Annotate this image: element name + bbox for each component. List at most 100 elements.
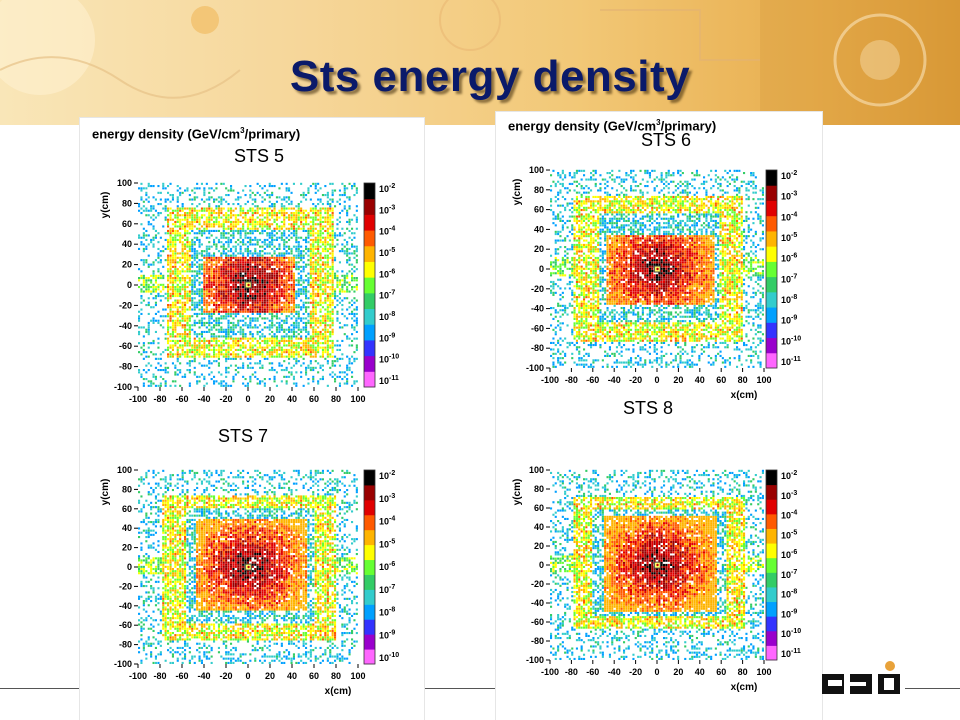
colorbar-swatch [364,529,375,546]
x-tick-label: -100 [541,667,559,677]
colorbar-tick-label: 10-7 [379,584,395,595]
x-tick-label: 100 [350,671,365,681]
y-tick-label: 20 [534,541,544,551]
x-tick-label: -20 [629,375,642,385]
y-tick-label: -80 [119,362,132,372]
x-tick-label: -60 [586,375,599,385]
colorbar-swatch [766,557,777,573]
colorbar-tick-label: 10-8 [781,294,797,305]
x-tick-label: 60 [309,394,319,404]
colorbar-tick-label: 10-4 [781,510,797,521]
density-field [138,469,358,664]
x-tick-label: 40 [287,394,297,404]
density-field [550,469,764,660]
colorbar-swatch [364,514,375,531]
y-tick-label: 80 [534,484,544,494]
x-tick-label: 20 [673,375,683,385]
heading-superscript: 3 [240,126,245,135]
y-tick-label: -60 [531,617,544,627]
colorbar: 10-2 10-3 10-4 10-5 10-6 10-7 10-8 10-9 10-10 [363,469,399,665]
colorbar-tick-label: 10-10 [781,335,801,346]
y-tick-label: 0 [127,562,132,572]
y-tick-label: 0 [539,264,544,274]
colorbar-swatch [364,308,375,325]
colorbar: 10-2 10-3 10-4 10-5 10-6 10-7 10-8 10-9 10-10 10-… [765,469,801,661]
x-tick-label: -40 [608,375,621,385]
y-tick-label: 100 [117,178,132,188]
colorbar-swatch [766,291,777,308]
colorbar-swatch [766,185,777,201]
y-tick-label: -40 [531,598,544,608]
colorbar-swatch [766,352,777,369]
colorbar-tick-label: 10-5 [781,529,797,540]
heading-tail: /primary) [660,118,717,134]
y-tick-label: 20 [534,244,544,254]
heatmap-sts-5: -100 -80 -60 -40 -20 0 20 40 60 80 100 100 80 60 40 20 0… [100,178,399,404]
x-tick-label: -20 [629,667,642,677]
colorbar-swatch [364,634,375,650]
colorbar-swatch [766,630,777,646]
colorbar-swatch [364,198,375,215]
colorbar-swatch [364,277,375,294]
heading-tail: /primary) [244,126,301,142]
x-tick-label: -80 [153,671,166,681]
colorbar-swatch [766,200,777,217]
x-tick-label: -60 [175,394,188,404]
x-tick-label: -100 [129,394,147,404]
y-tick-label: 60 [534,503,544,513]
colorbar-tick-label: 10-5 [379,247,395,258]
right-panel-heading: energy density (GeV/cm3/primary) [508,118,716,133]
y-tick-label: -40 [119,601,132,611]
colorbar-tick-label: 10-4 [781,211,797,222]
colorbar-swatch [364,559,375,575]
y-tick-label: 40 [534,224,544,234]
colorbar-tick-label: 10-2 [379,470,395,481]
heatmap-sts-8: -100 -80 -60 -40 -20 0 20 40 60 80 100 100 80 60 40 20 0… [512,465,801,693]
colorbar-tick-label: 10-11 [781,648,801,659]
y-tick-label: -100 [526,655,544,665]
footer-line-left [0,688,80,689]
left-panel-heading: energy density (GeV/cm3/primary) [92,126,300,141]
colorbar-tick-label: 10-5 [781,232,797,243]
y-tick-label: -80 [531,343,544,353]
y-tick-label: -20 [119,300,132,310]
colorbar-swatch [364,604,375,620]
colorbar-tick-label: 10-8 [379,311,395,322]
footer-line-right [905,688,960,689]
colorbar-swatch [766,230,777,247]
colorbar-swatch [766,470,777,486]
colorbar-swatch [766,215,777,232]
y-tick-label: -40 [119,321,132,331]
heatmap-sts-7: -100 -80 -60 -40 -20 0 20 40 60 80 100 100 80 60 40 20 0… [100,465,399,697]
x-tick-label: 100 [350,394,365,404]
heading-superscript: 3 [656,118,661,127]
y-tick-label: 0 [127,280,132,290]
colorbar-swatch [766,261,777,278]
y-tick-label: 100 [529,165,544,175]
y-tick-label: 40 [534,522,544,532]
colorbar-swatch [364,544,375,561]
y-tick-label: -80 [119,640,132,650]
colorbar-swatch [766,616,777,632]
x-tick-label: 80 [331,394,341,404]
y-tick-label: -60 [531,323,544,333]
y-tick-label: -100 [114,659,132,669]
colorbar: 10-2 10-3 10-4 10-5 10-6 10-7 10-8 10-9 10-10 10-… [765,169,801,369]
colorbar-tick-label: 10-11 [379,375,399,386]
colorbar-tick-label: 10-2 [379,183,395,194]
colorbar-tick-label: 10-2 [781,170,797,181]
x-tick-label: 80 [738,667,748,677]
colorbar-tick-label: 10-10 [379,652,399,663]
colorbar-swatch [364,649,375,665]
colorbar-tick-label: 10-3 [781,191,797,202]
colorbar-tick-label: 10-7 [781,273,797,284]
y-tick-label: 20 [122,543,132,553]
colorbar-tick-label: 10-2 [781,470,797,481]
beam-center-dot [247,283,250,287]
colorbar-swatch [364,292,375,310]
colorbar-swatch [364,245,375,262]
heading-text: energy density (GeV/cm [508,118,657,134]
y-tick-label: 80 [122,198,132,208]
colorbar-swatch [364,574,375,590]
x-tick-label: -100 [541,375,559,385]
